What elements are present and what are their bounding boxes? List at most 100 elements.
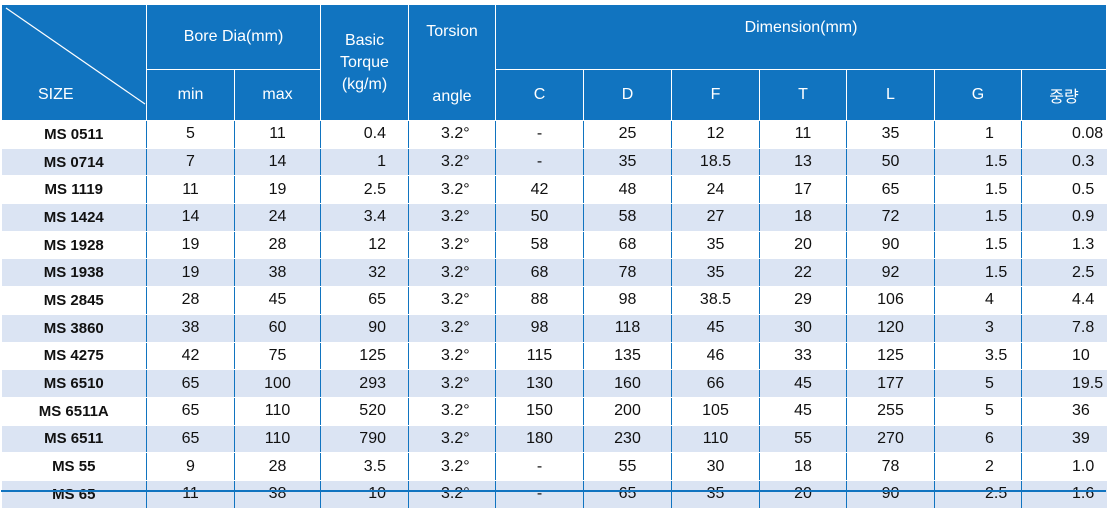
cell-dim-f: 12 [671, 120, 760, 149]
cell-weight: 19.5 [1020, 369, 1107, 398]
cell-weight: 1.0 [1020, 452, 1107, 481]
cell-dim-d: 135 [583, 342, 672, 371]
cell-bore-min: 65 [146, 425, 235, 454]
cell-dim-c: - [495, 120, 584, 149]
cell-dim-f: 35 [671, 480, 760, 509]
cell-dim-f: 27 [671, 203, 760, 232]
cell-dim-l: 120 [846, 314, 935, 343]
cell-dim-d: 35 [583, 148, 672, 177]
cell-dim-t: 45 [759, 397, 847, 426]
cell-dim-g: 5 [934, 369, 1022, 398]
cell-dim-l: 65 [846, 175, 935, 205]
cell-dim-f: 105 [671, 397, 760, 426]
cell-basic-torque: 32 [320, 258, 409, 288]
cell-dim-f: 18.5 [671, 148, 760, 177]
cell-dim-c: 42 [495, 175, 584, 205]
table-row: MS 0714 7 14 1 3.2° -35 18.5 13 50 1.5 0.3 [1, 148, 1107, 177]
cell-dim-d: 98 [583, 286, 672, 315]
cell-dim-f: 45 [671, 314, 760, 343]
cell-bore-min: 7 [146, 148, 235, 177]
cell-dim-t: 22 [759, 258, 847, 288]
cell-dim-c: - [495, 148, 584, 177]
cell-bore-max: 19 [234, 175, 321, 205]
table-row: MS 1938 19 38 32 3.2° 68 78 35 22 92 1.5 2.5 [1, 258, 1107, 288]
cell-basic-torque: 520 [320, 397, 409, 426]
col-f-header: F [671, 69, 760, 121]
torsion-label: Torsion [426, 23, 478, 40]
cell-dim-t: 18 [759, 452, 847, 481]
cell-torsion-angle: 3.2° [408, 148, 496, 177]
cell-bore-max: 38 [234, 480, 321, 509]
cell-dim-d: 48 [583, 175, 672, 205]
cell-dim-l: 106 [846, 286, 935, 315]
col-c-header: C [495, 69, 584, 121]
cell-dim-g: 3 [934, 314, 1022, 343]
cell-size: MS 6510 [1, 369, 147, 398]
cell-size: MS 1424 [1, 203, 147, 232]
cell-bore-min: 65 [146, 369, 235, 398]
spec-sheet: SIZE Bore Dia(mm) Basic Torque (kg/m) To… [1, 4, 1108, 509]
cell-bore-max: 14 [234, 148, 321, 177]
cell-dim-d: 65 [583, 480, 672, 509]
cell-dim-d: 55 [583, 452, 672, 481]
cell-dim-t: 33 [759, 342, 847, 371]
size-label: SIZE [38, 86, 74, 103]
cell-dim-l: 125 [846, 342, 935, 371]
cell-dim-c: 115 [495, 342, 584, 371]
cell-basic-torque: 12 [320, 231, 409, 260]
table-row: MS 6510 65 100 293 3.2° 130 160 66 45 177 5 19.5 [1, 369, 1107, 398]
min-header: min [146, 69, 235, 121]
cell-dim-g: 4 [934, 286, 1022, 315]
cell-dim-l: 92 [846, 258, 935, 288]
cell-bore-max: 100 [234, 369, 321, 398]
cell-basic-torque: 125 [320, 342, 409, 371]
cell-dim-c: 130 [495, 369, 584, 398]
cell-dim-f: 110 [671, 425, 760, 454]
cell-dim-c: 88 [495, 286, 584, 315]
cell-torsion-angle: 3.2° [408, 120, 496, 149]
cell-bore-max: 11 [234, 120, 321, 149]
cell-weight: 39 [1020, 425, 1107, 454]
cell-dim-d: 160 [583, 369, 672, 398]
cell-torsion-angle: 3.2° [408, 397, 496, 426]
cell-dim-l: 177 [846, 369, 935, 398]
torsion-angle-header: Torsion angle [408, 4, 496, 121]
cell-dim-l: 90 [846, 480, 935, 509]
cell-size: MS 1119 [1, 175, 147, 205]
cell-torsion-angle: 3.2° [408, 452, 496, 481]
col-weight-header: 중량 [1020, 69, 1108, 121]
cell-torsion-angle: 3.2° [408, 425, 496, 454]
cell-dim-t: 18 [759, 203, 847, 232]
cell-bore-min: 65 [146, 397, 235, 426]
cell-basic-torque: 3.5 [320, 452, 409, 481]
cell-basic-torque: 3.4 [320, 203, 409, 232]
dimension-header: Dimension(mm) [494, 4, 1108, 70]
basic-torque-line2: Torque [340, 53, 389, 71]
basic-torque-line3: (kg/m) [341, 75, 388, 93]
cell-size: MS 1938 [1, 258, 147, 288]
bottom-rule [1, 490, 1106, 492]
cell-dim-t: 30 [759, 314, 847, 343]
cell-dim-d: 68 [583, 231, 672, 260]
cell-torsion-angle: 3.2° [408, 369, 496, 398]
cell-dim-d: 200 [583, 397, 672, 426]
cell-bore-max: 110 [234, 425, 321, 454]
cell-dim-t: 11 [759, 120, 847, 149]
cell-basic-torque: 10 [320, 480, 409, 509]
cell-dim-t: 55 [759, 425, 847, 454]
cell-dim-t: 20 [759, 231, 847, 260]
col-d-header: D [583, 69, 672, 121]
cell-dim-g: 1.5 [934, 175, 1022, 205]
cell-size: MS 4275 [1, 342, 147, 371]
cell-weight: 1.6 [1020, 480, 1107, 509]
cell-dim-g: 1.5 [934, 148, 1022, 177]
cell-dim-g: 1.5 [934, 203, 1022, 232]
cell-torsion-angle: 3.2° [408, 480, 496, 509]
cell-dim-g: 2.5 [934, 480, 1022, 509]
cell-weight: 2.5 [1020, 258, 1107, 288]
cell-dim-l: 50 [846, 148, 935, 177]
cell-dim-c: 150 [495, 397, 584, 426]
cell-size: MS 0714 [1, 148, 147, 177]
cell-dim-l: 90 [846, 231, 935, 260]
cell-dim-c: 98 [495, 314, 584, 343]
